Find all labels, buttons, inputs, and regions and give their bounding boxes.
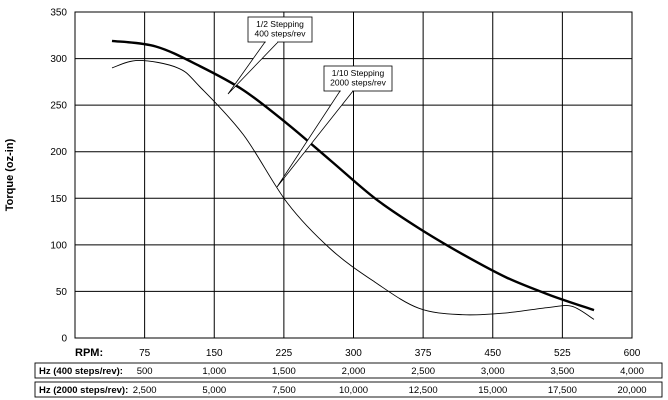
callout-box — [247, 16, 313, 43]
series-line-half-stepping — [111, 39, 595, 312]
table-cell-value: 2,000 — [342, 366, 366, 377]
table-row-label: Hz (400 steps/rev): — [39, 366, 123, 377]
y-axis-label: Torque (oz-in) — [4, 138, 16, 211]
plot-grid — [74, 11, 633, 339]
x-tick-label: 75 — [139, 348, 151, 359]
y-tick-label: 300 — [50, 54, 67, 65]
table-cell-value: 3,000 — [481, 366, 505, 377]
table-cell-value: 20,000 — [617, 385, 646, 396]
y-tick-label: 150 — [50, 194, 67, 205]
series-line-tenth-stepping — [111, 59, 595, 320]
table-cell-value: 2,500 — [133, 385, 157, 396]
x-tick-label: 600 — [624, 348, 641, 359]
table-cell-value: 3,500 — [550, 366, 574, 377]
table-cell-value: 1,000 — [202, 366, 226, 377]
table-cell-value: 4,000 — [620, 366, 644, 377]
table-cell-value: 10,000 — [339, 385, 368, 396]
callout-box — [323, 65, 393, 92]
y-axis-ticks: 0 50 100 150 200 250 300 350 — [50, 8, 67, 345]
table-cell-value: 5,000 — [202, 385, 226, 396]
callout-pointer — [227, 41, 279, 95]
callout-text: 2000 steps/rev — [330, 78, 387, 88]
y-tick-label: 100 — [50, 240, 67, 251]
y-tick-label: 0 — [61, 334, 67, 345]
table-row-frame — [34, 381, 663, 398]
callout-text: 400 steps/rev — [254, 29, 306, 39]
x-tick-label: 150 — [206, 348, 223, 359]
y-tick-label: 250 — [50, 101, 67, 112]
y-tick-label: 200 — [50, 147, 67, 158]
x-tick-label: 450 — [484, 348, 501, 359]
x-tick-label: 225 — [276, 348, 293, 359]
y-tick-label: 50 — [56, 287, 68, 298]
table-cell-value: 1,500 — [272, 366, 296, 377]
x-tick-label: 375 — [415, 348, 432, 359]
table-cell-value: 15,000 — [478, 385, 507, 396]
rpm-row-label: RPM: — [75, 347, 103, 359]
x-tick-label: 525 — [554, 348, 571, 359]
table-cell-value: 7,500 — [272, 385, 296, 396]
frequency-table: Hz (400 steps/rev): 500 1,000 1,500 2,000 2,5… — [34, 362, 663, 398]
table-row-label: Hz (2000 steps/rev): — [39, 385, 128, 396]
x-tick-label: 300 — [345, 348, 362, 359]
series-lines — [111, 39, 595, 320]
table-cell-value: 500 — [137, 366, 153, 377]
table-cell-value: 17,500 — [548, 385, 577, 396]
y-tick-label: 350 — [50, 8, 67, 19]
table-row-frame — [34, 362, 663, 379]
table-cell-value: 2,500 — [411, 366, 435, 377]
callout-text: 1/10 Stepping — [332, 68, 385, 78]
callout-text: 1/2 Stepping — [256, 19, 304, 29]
table-cell-value: 12,500 — [409, 385, 438, 396]
x-axis-ticks: 75 150 225 300 375 450 525 600 — [139, 348, 641, 359]
